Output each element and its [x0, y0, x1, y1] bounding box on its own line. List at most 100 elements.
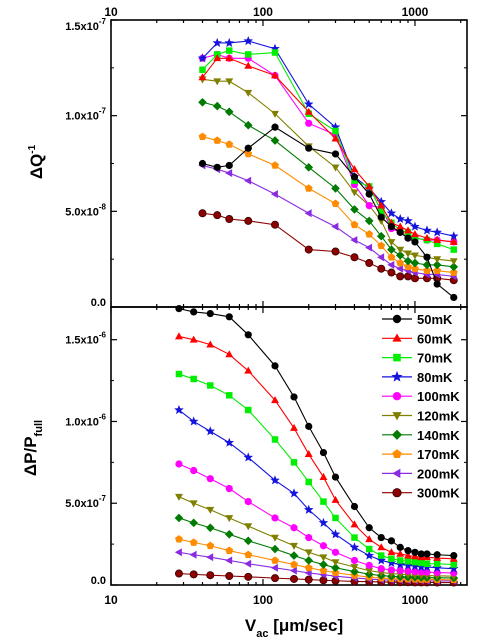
data-point: [304, 245, 313, 254]
legend-item-100mK: 100mK: [382, 389, 460, 404]
bottom-series-100mK: [175, 460, 458, 577]
data-point: [271, 556, 279, 564]
bottom-series-70mK: [175, 370, 457, 568]
data-point: [305, 478, 312, 486]
data-point: [225, 572, 234, 581]
data-point: [305, 422, 313, 430]
data-point: [396, 264, 404, 273]
data-point: [423, 253, 431, 261]
data-point: [404, 262, 412, 271]
data-point: [271, 110, 279, 118]
data-point: [331, 559, 340, 567]
data-point: [365, 258, 374, 267]
top-series-140mK: [198, 97, 459, 272]
bottom-ylabel: ΔP/Pfull: [21, 420, 45, 476]
data-point: [289, 566, 297, 575]
x-axis-label: Vac [μm/sec]: [245, 616, 343, 640]
legend-marker: [393, 353, 401, 362]
data-point: [378, 208, 385, 215]
data-point: [290, 393, 298, 401]
data-point: [331, 199, 340, 208]
data-point: [225, 546, 234, 555]
bottom-x-tick-label: 1000: [402, 593, 429, 607]
data-point: [365, 561, 373, 569]
data-point: [304, 450, 313, 458]
data-point: [331, 568, 340, 577]
data-point: [416, 561, 427, 572]
top-series-170mK: [198, 132, 458, 276]
data-point: [377, 213, 385, 221]
legend-item-60mK: 60mK: [382, 331, 453, 346]
data-point: [305, 533, 313, 542]
data-point: [331, 150, 340, 158]
data-point: [225, 140, 234, 148]
data-point: [350, 220, 359, 229]
data-point: [404, 551, 412, 559]
legend-label: 300mK: [417, 486, 460, 501]
data-point: [319, 448, 328, 457]
x-axis-label-unit: [μm/sec]: [268, 616, 343, 635]
data-point: [332, 127, 339, 135]
data-point: [190, 375, 197, 383]
legend-item-120mK: 120mK: [382, 409, 460, 424]
data-point: [198, 73, 207, 81]
data-point: [303, 99, 314, 109]
data-point: [304, 209, 312, 218]
data-point: [365, 230, 374, 238]
data-point: [226, 392, 233, 399]
data-point: [206, 506, 215, 514]
data-point: [403, 256, 413, 266]
data-point: [331, 134, 340, 142]
data-point: [289, 488, 299, 498]
data-point: [331, 548, 340, 556]
legend-item-200mK: 200mK: [382, 466, 460, 481]
data-point: [433, 560, 441, 567]
data-point: [225, 214, 234, 223]
data-point: [377, 264, 386, 273]
data-point: [331, 222, 339, 231]
data-point: [271, 436, 279, 443]
data-point: [290, 423, 298, 431]
data-point: [387, 253, 396, 261]
data-point: [175, 535, 183, 543]
data-point: [225, 161, 233, 170]
bottom-series-60mK: [174, 332, 458, 562]
data-point: [270, 136, 280, 145]
data-point: [351, 534, 358, 541]
data-point: [433, 266, 442, 274]
data-point: [206, 541, 215, 550]
data-point: [449, 268, 458, 276]
data-point: [449, 262, 459, 272]
bottom-x-tick-label: 100: [253, 593, 273, 607]
top-series-70mK: [199, 47, 457, 253]
legend-item-50mK: 50mK: [382, 312, 453, 327]
bottom-ylabel-sub: full: [33, 420, 45, 437]
data-point: [175, 305, 183, 313]
data-point: [387, 566, 396, 574]
top-panel-dq: 10 100 1000 0.0 5.0x10-8 1.0x10-7 1.5x10-7 ΔQ-…: [27, 5, 468, 309]
data-point: [433, 280, 441, 288]
top-y-tick-label: 5.0x10-8: [65, 202, 106, 218]
data-point: [225, 484, 233, 493]
top-y-tick-label: 1.5x10-7: [65, 17, 106, 33]
data-point: [225, 169, 233, 178]
top-y-tick-label: 1.0x10-7: [65, 107, 106, 123]
data-point: [387, 268, 396, 277]
data-point: [224, 437, 235, 447]
data-point: [206, 340, 215, 348]
data-point: [350, 520, 359, 528]
data-point: [433, 235, 442, 243]
data-point: [378, 552, 385, 559]
data-point: [396, 228, 404, 236]
data-point: [226, 47, 233, 54]
data-point: [290, 542, 298, 550]
data-point: [387, 260, 395, 269]
legend-label: 200mK: [417, 466, 460, 481]
legend-label: 60mK: [417, 331, 453, 346]
top-x-tick-label: 100: [253, 5, 273, 19]
legend-marker: [392, 392, 402, 401]
data-point: [350, 236, 358, 244]
data-point: [245, 406, 252, 414]
legend-label: 70mK: [417, 351, 453, 366]
data-point: [319, 472, 328, 480]
